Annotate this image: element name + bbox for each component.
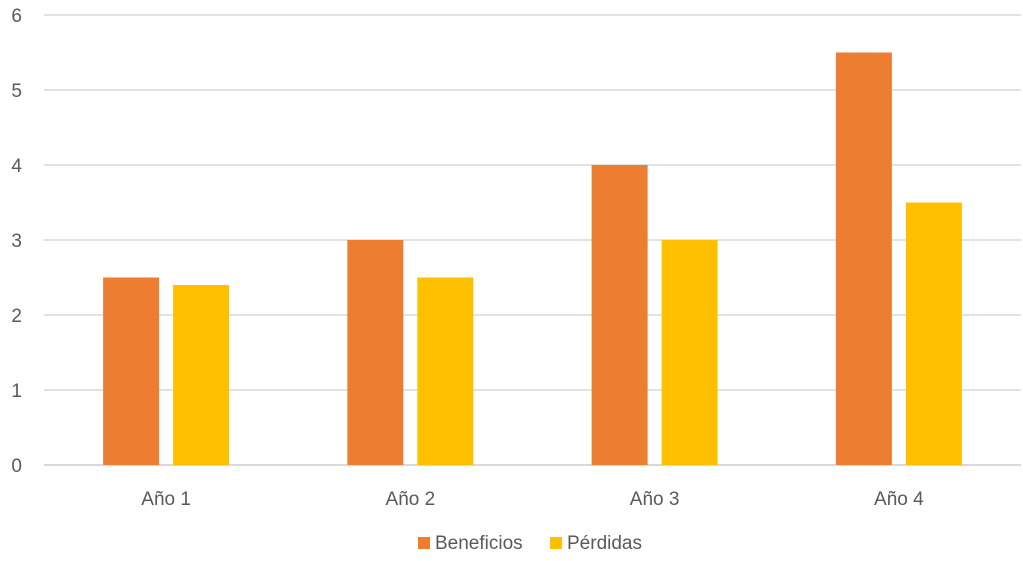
bar-beneficios — [347, 240, 404, 465]
bar-beneficios — [103, 277, 160, 465]
bars — [103, 52, 962, 465]
y-tick-label: 0 — [11, 456, 22, 477]
legend: Beneficios Pérdidas — [418, 533, 642, 554]
bar-perdidas — [417, 277, 474, 465]
bar-beneficios — [835, 52, 892, 465]
y-tick-label: 3 — [11, 231, 22, 252]
x-tick-label: Año 1 — [141, 489, 191, 510]
y-axis: 0 1 2 3 4 5 6 — [11, 6, 22, 477]
legend-label: Pérdidas — [567, 533, 642, 554]
bar-perdidas — [661, 240, 718, 465]
y-tick-label: 2 — [11, 306, 22, 327]
y-tick-label: 5 — [11, 81, 22, 102]
bar-perdidas — [173, 285, 230, 465]
y-tick-label: 1 — [11, 381, 22, 402]
x-tick-label: Año 4 — [874, 489, 924, 510]
y-tick-label: 6 — [11, 6, 22, 27]
x-tick-label: Año 3 — [630, 489, 680, 510]
x-tick-label: Año 2 — [386, 489, 436, 510]
bar-beneficios — [591, 165, 648, 465]
y-tick-label: 4 — [11, 156, 22, 177]
legend-swatch — [550, 537, 562, 549]
bar-perdidas — [905, 202, 962, 465]
legend-label: Beneficios — [435, 533, 523, 554]
x-axis: Año 1 Año 2 Año 3 Año 4 — [141, 489, 924, 510]
legend-swatch — [418, 537, 430, 549]
